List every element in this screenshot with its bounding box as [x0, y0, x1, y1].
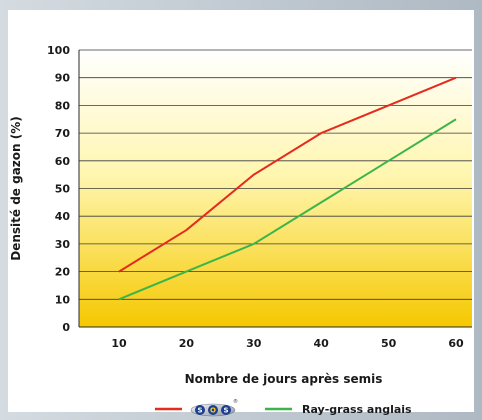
axes	[78, 50, 472, 328]
series-line-sos	[118, 76, 457, 273]
y-tick-label: 10	[55, 293, 71, 306]
legend: S O S ® Ray-grass anglais	[155, 398, 412, 417]
grid-lines	[79, 49, 472, 300]
y-tick-label: 60	[55, 155, 71, 168]
y-axis-label: Densité de gazon (%)	[9, 116, 23, 261]
x-tick-label: 50	[381, 337, 397, 350]
y-tick-label: 100	[47, 44, 70, 57]
y-tick-label: 70	[55, 127, 71, 140]
x-tick-label: 10	[111, 337, 127, 350]
series-line-ray-grass	[118, 118, 457, 301]
svg-text:®: ®	[233, 398, 238, 405]
y-tick-labels: 0 10 20 30 40 50 60 70 80 90 100	[47, 44, 70, 334]
x-tick-label: 30	[246, 337, 262, 350]
y-tick-label: 30	[55, 238, 71, 251]
svg-text:O: O	[210, 407, 216, 415]
svg-text:S: S	[223, 407, 228, 415]
y-tick-label: 0	[62, 321, 70, 334]
y-tick-label: 80	[55, 99, 71, 112]
y-tick-label: 90	[55, 72, 71, 85]
y-tick-label: 20	[55, 266, 71, 279]
y-tick-label: 50	[55, 183, 71, 196]
x-tick-label: 20	[179, 337, 195, 350]
svg-text:S: S	[197, 407, 202, 415]
x-tick-label: 60	[448, 337, 464, 350]
x-axis-label: Nombre de jours après semis	[185, 372, 383, 386]
legend-label-ray-grass: Ray-grass anglais	[302, 403, 412, 416]
x-tick-label: 40	[314, 337, 330, 350]
y-tick-label: 40	[55, 210, 71, 223]
sos-logo-icon: S O S ®	[190, 398, 238, 417]
series-lines	[118, 76, 457, 301]
x-tick-labels: 10 20 30 40 50 60	[111, 337, 464, 350]
